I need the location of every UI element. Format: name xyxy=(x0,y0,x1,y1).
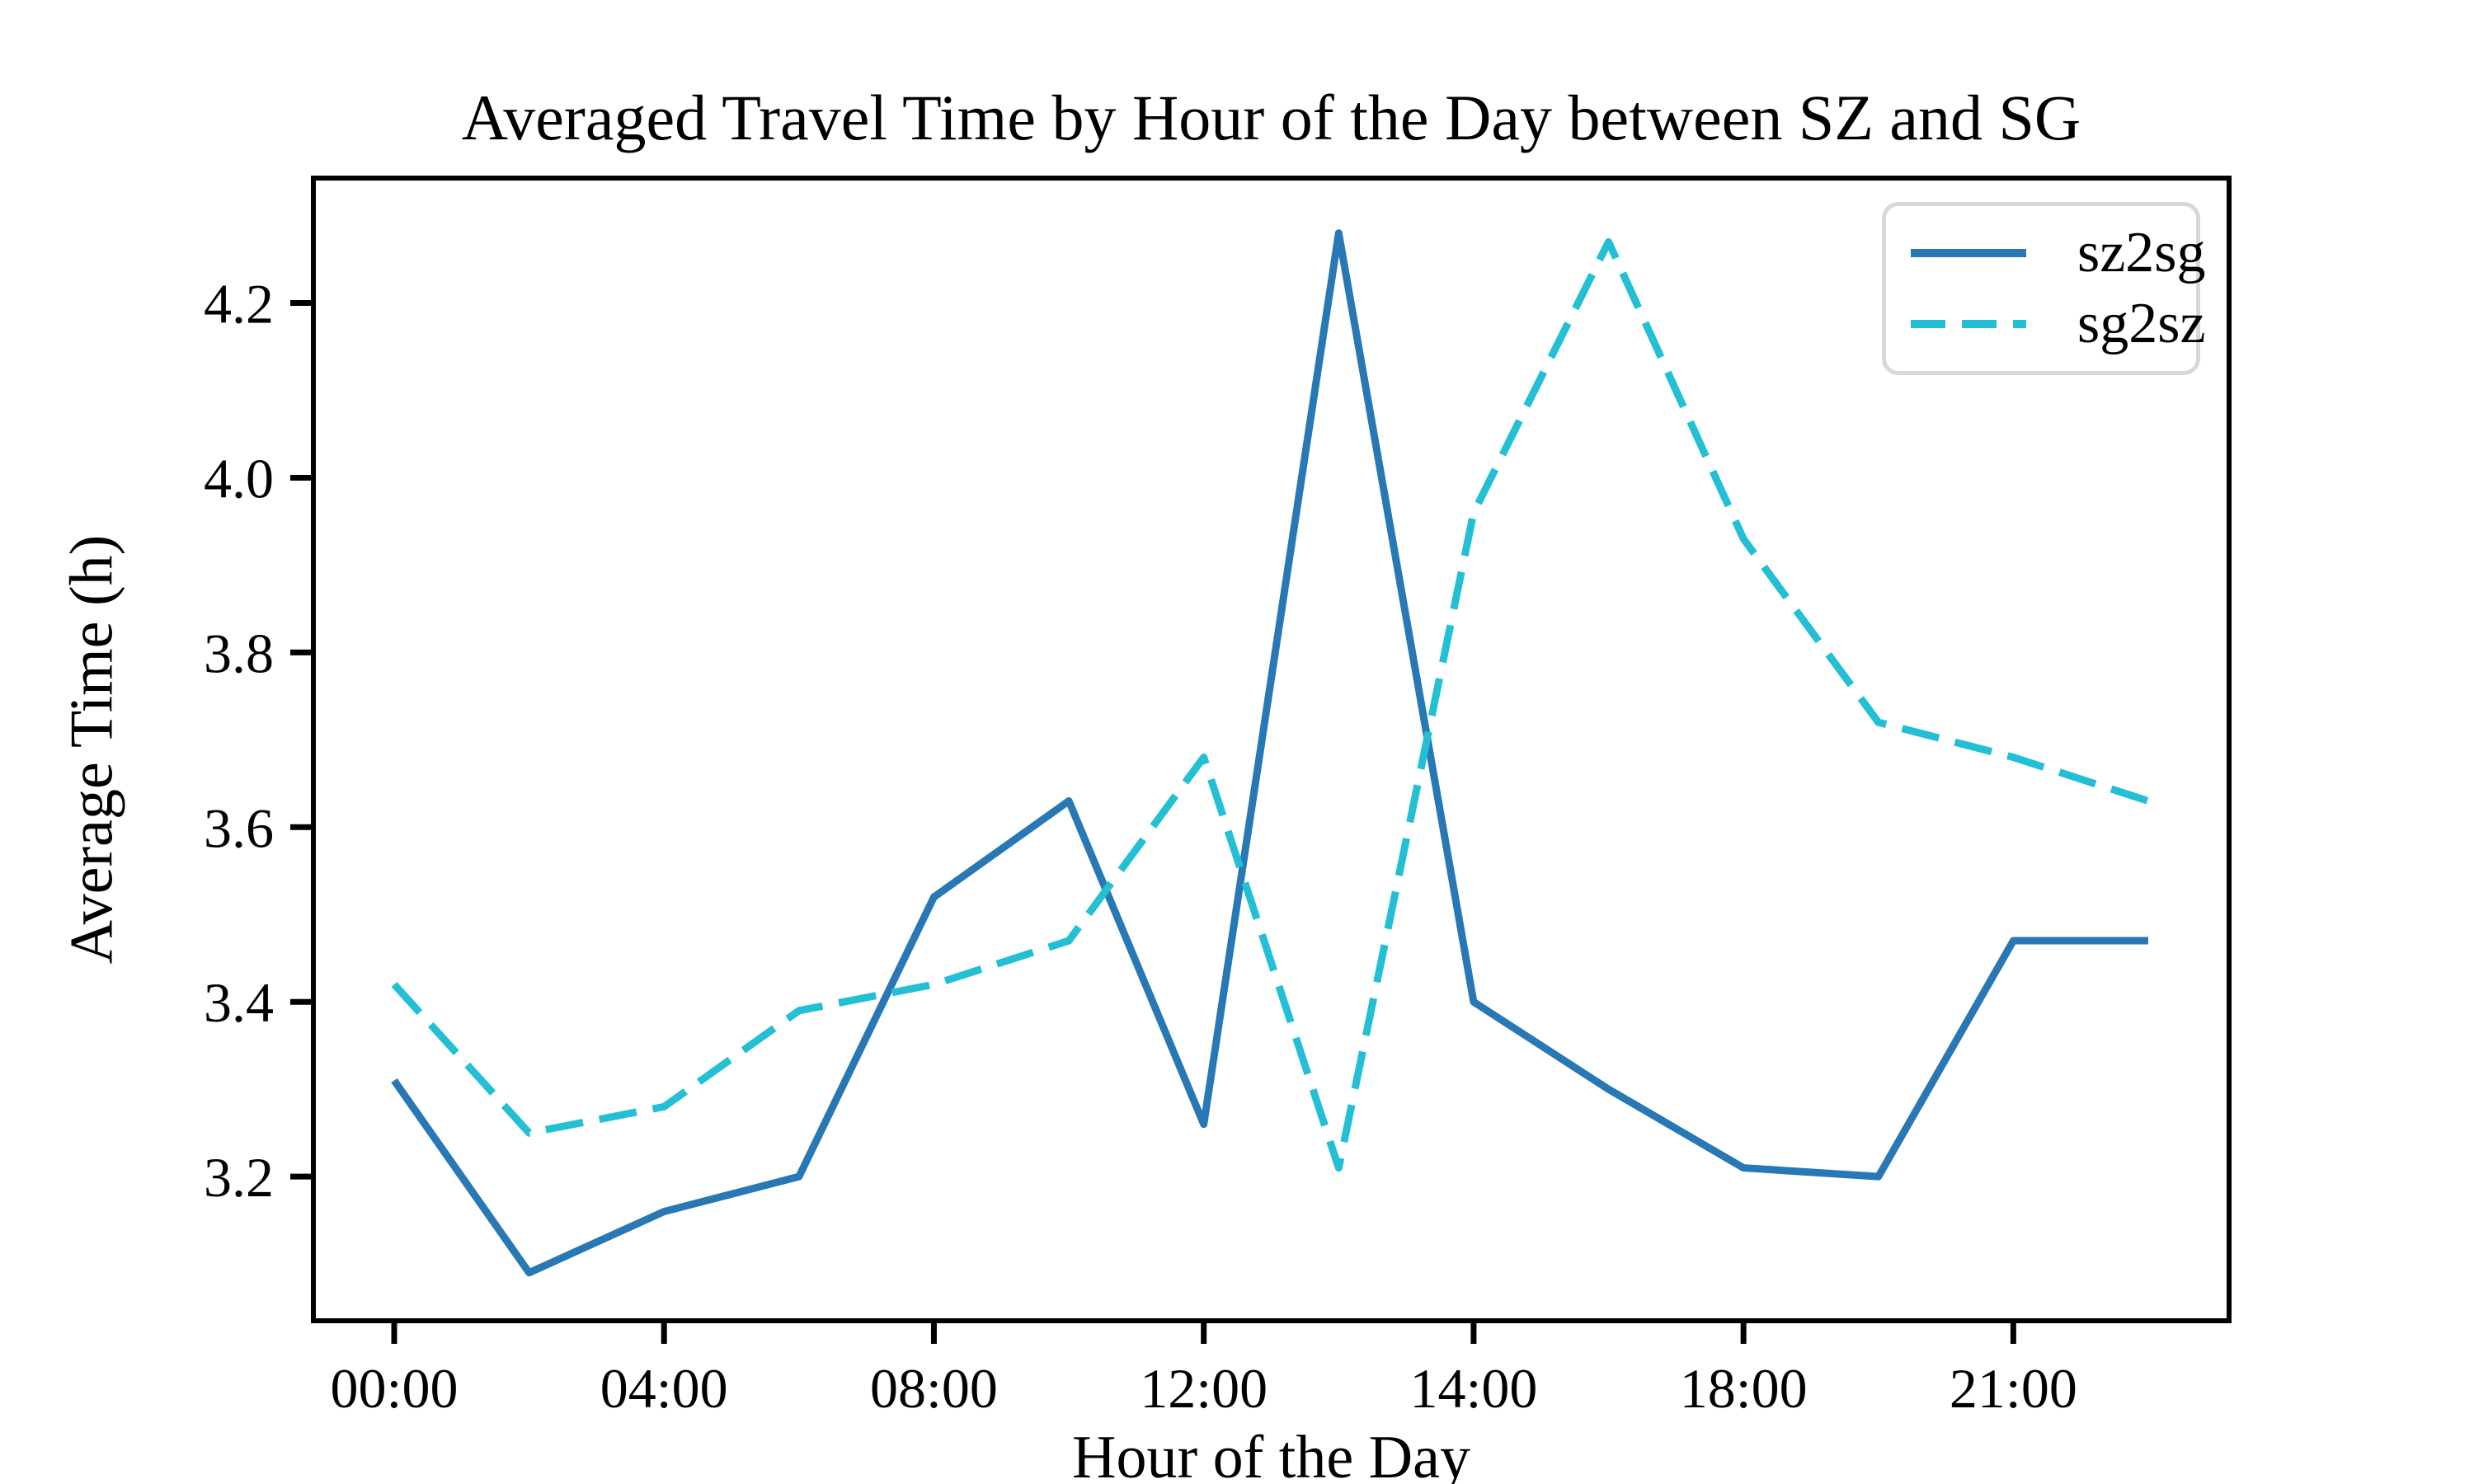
x-tick-label: 08:00 xyxy=(870,1357,998,1420)
x-tick-label: 04:00 xyxy=(600,1357,728,1420)
y-tick-label: 4.2 xyxy=(204,273,274,336)
x-axis-label: Hour of the Day xyxy=(1072,1424,1470,1484)
legend-box: sz2sg sg2sz xyxy=(1882,202,2206,375)
y-tick-label: 4.0 xyxy=(204,447,274,510)
x-tick-label: 21:00 xyxy=(1950,1357,2077,1420)
y-tick-label: 3.8 xyxy=(204,622,274,684)
x-tick-label: 12:00 xyxy=(1140,1357,1268,1420)
y-tick-label: 3.2 xyxy=(204,1146,274,1209)
x-tick-label: 14:00 xyxy=(1409,1357,1537,1420)
legend-line-solid xyxy=(1911,249,2026,257)
y-axis-label: Average Time (h) xyxy=(58,534,126,965)
y-tick-label: 3.6 xyxy=(204,796,274,859)
legend-entry-sg2sz: sg2sz xyxy=(1886,295,2206,353)
series-line-sg2sz xyxy=(391,237,2150,1172)
legend-entry-sz2sg: sz2sg xyxy=(1886,224,2206,282)
legend-label-sz2sg: sz2sg xyxy=(2077,221,2206,284)
y-tick-label: 3.4 xyxy=(204,971,274,1034)
series-line-sz2sg xyxy=(391,229,2148,1277)
legend-label-sg2sz: sg2sz xyxy=(2077,292,2206,355)
axes-frame xyxy=(311,176,2232,1323)
chart-title: Averaged Travel Time by Hour of the Day … xyxy=(461,82,2081,153)
x-tick-label: 00:00 xyxy=(331,1357,459,1420)
x-tick-label: 18:00 xyxy=(1680,1357,1808,1420)
legend-line-dashed xyxy=(1911,320,2026,328)
